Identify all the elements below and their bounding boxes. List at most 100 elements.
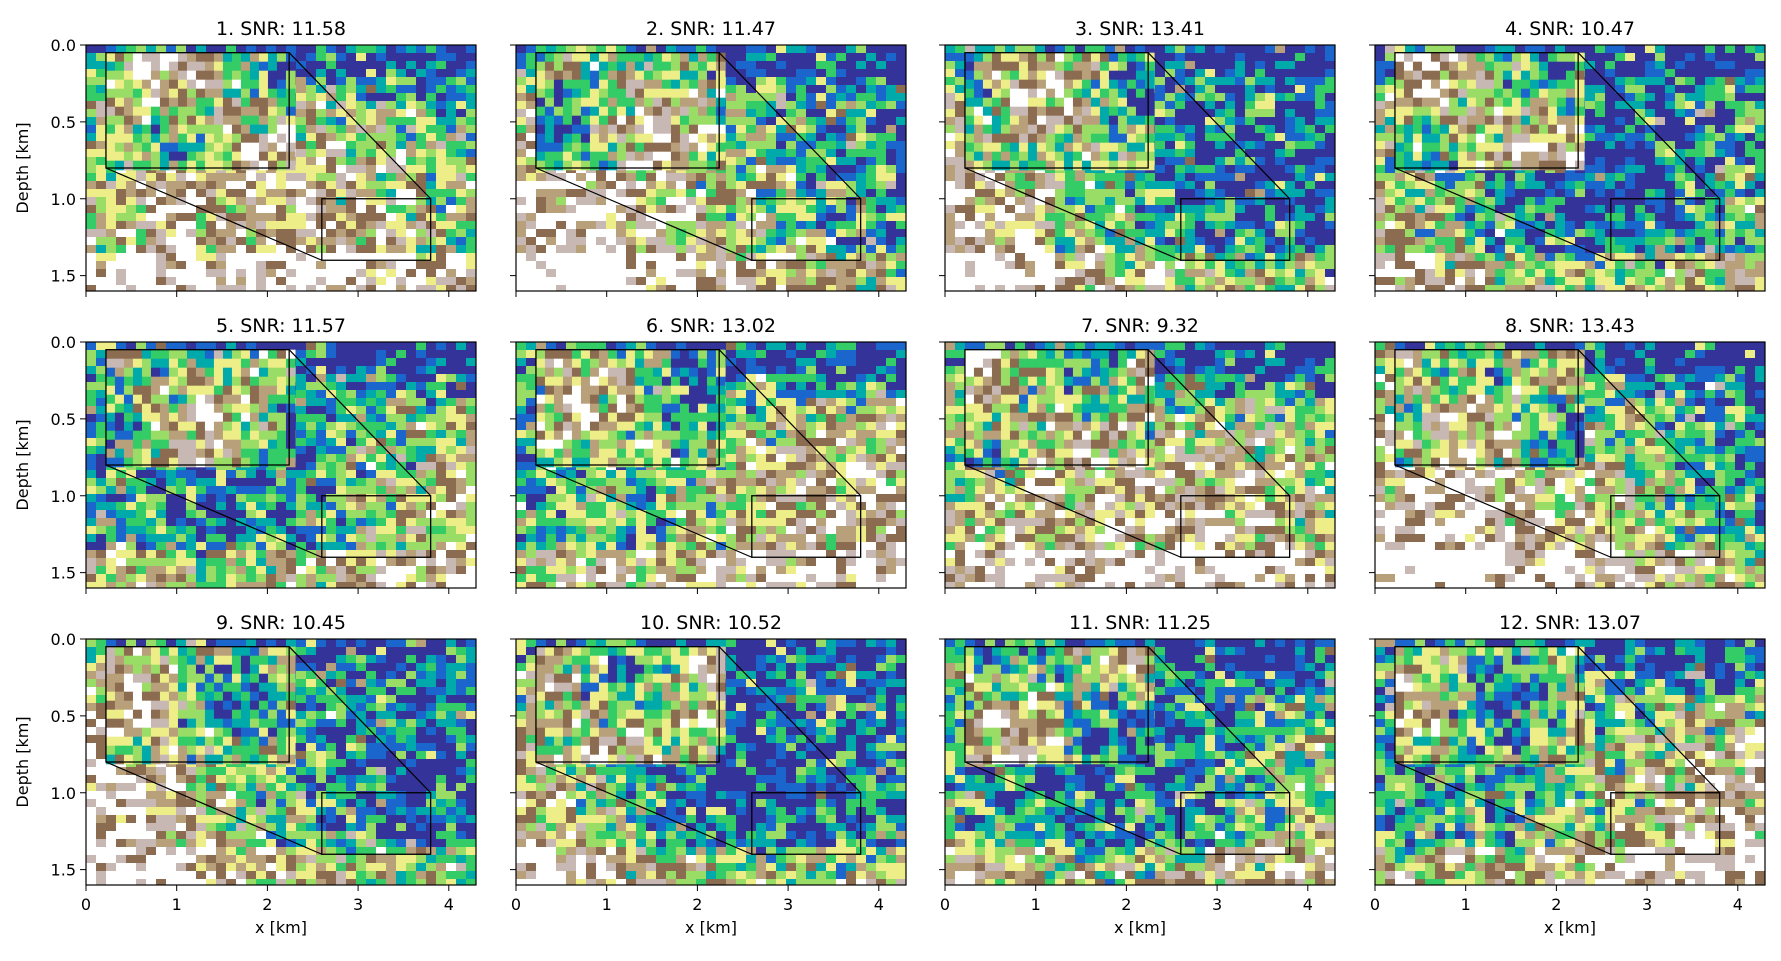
inset-frame xyxy=(964,646,1149,763)
axes-frame xyxy=(1374,638,1766,886)
x-tick-label: 3 xyxy=(1642,895,1652,914)
connector-line xyxy=(1394,464,1612,558)
x-tick-label: 3 xyxy=(353,895,363,914)
inset-zoom xyxy=(1394,52,1585,171)
panel-7: 7. SNR: 9.32 xyxy=(939,315,1336,594)
y-tick-label: 0.5 xyxy=(51,707,76,726)
inset-frame xyxy=(535,349,720,466)
axes-frame xyxy=(515,341,907,589)
axes-frame xyxy=(1374,341,1766,589)
x-tick-label: 2 xyxy=(1551,895,1561,914)
axes-frame xyxy=(515,638,907,886)
panel-title: 7. SNR: 9.32 xyxy=(1081,315,1199,337)
y-tick-label: 0.0 xyxy=(51,36,76,55)
connector-line xyxy=(1577,52,1721,200)
x-tick-label: 0 xyxy=(940,895,950,914)
connector-line xyxy=(1394,167,1612,261)
panel-12: 12. SNR: 13.07 0 1 2 3 4 x [km] xyxy=(1369,612,1766,937)
connector-line xyxy=(105,464,323,558)
panel-title: 11. SNR: 11.25 xyxy=(1069,612,1211,634)
zoom-box xyxy=(751,495,862,558)
connector-line xyxy=(288,349,432,497)
panel-title: 3. SNR: 13.41 xyxy=(1075,18,1205,40)
x-tick-label: 1 xyxy=(1031,895,1041,914)
y-tick-label: 1.5 xyxy=(51,564,76,583)
y-tick-label: 1.0 xyxy=(51,784,76,803)
inset-zoom xyxy=(105,646,296,765)
inset-frame xyxy=(1394,52,1579,169)
x-tick-label: 3 xyxy=(783,895,793,914)
zoom-box xyxy=(1180,792,1291,855)
panel-title: 6. SNR: 13.02 xyxy=(646,315,776,337)
x-tick-label: 0 xyxy=(81,895,91,914)
y-tick-label: 0.5 xyxy=(51,410,76,429)
y-axis-label: Depth [km] xyxy=(13,122,32,213)
x-tick-label: 1 xyxy=(172,895,182,914)
zoom-box xyxy=(1610,792,1721,855)
x-tick-label: 2 xyxy=(692,895,702,914)
panel-10: 10. SNR: 10.52 0 1 2 3 4 x [km] xyxy=(510,612,907,937)
zoom-box xyxy=(1180,495,1291,558)
panel-title: 10. SNR: 10.52 xyxy=(640,612,782,634)
inset-frame xyxy=(535,52,720,169)
panel-3: 3. SNR: 13.41 xyxy=(939,18,1336,297)
panel-title: 12. SNR: 13.07 xyxy=(1499,612,1641,634)
connector-line xyxy=(535,464,753,558)
inset-frame xyxy=(105,52,290,169)
panel-title: 2. SNR: 11.47 xyxy=(646,18,776,40)
zoom-box xyxy=(321,792,432,855)
panel-6: 6. SNR: 13.02 xyxy=(510,315,907,594)
x-tick-label: 4 xyxy=(874,895,884,914)
y-tick-label: 1.5 xyxy=(51,267,76,286)
zoom-box xyxy=(1610,198,1721,261)
x-tick-label: 0 xyxy=(1370,895,1380,914)
connector-line xyxy=(288,52,432,200)
inset-frame xyxy=(105,349,290,466)
panel-11: 11. SNR: 11.25 0 1 2 3 4 x [km] xyxy=(939,612,1336,937)
panel-title: 4. SNR: 10.47 xyxy=(1505,18,1635,40)
connector-line xyxy=(105,167,323,261)
inset-zoom xyxy=(105,349,296,468)
y-tick-label: 0.0 xyxy=(51,630,76,649)
x-tick-label: 4 xyxy=(1303,895,1313,914)
connector-line xyxy=(1577,646,1721,794)
y-tick-label: 1.5 xyxy=(51,861,76,880)
x-tick-label: 2 xyxy=(262,895,272,914)
inset-zoom xyxy=(1394,646,1585,765)
y-tick-label: 1.0 xyxy=(51,190,76,209)
x-axis-label: x [km] xyxy=(685,918,737,937)
panel-1: 1. SNR: 11.58 0.0 0.5 1.0 1.5 Depth [km] xyxy=(13,18,477,297)
x-tick-label: 2 xyxy=(1121,895,1131,914)
connector-line xyxy=(535,167,753,261)
connector-line xyxy=(288,646,432,794)
x-axis-label: x [km] xyxy=(1114,918,1166,937)
inset-zoom xyxy=(105,52,296,171)
inset-frame xyxy=(1394,349,1579,466)
x-axis-label: x [km] xyxy=(255,918,307,937)
connector-line xyxy=(1147,349,1291,497)
connector-line xyxy=(964,464,1182,558)
axes-frame xyxy=(944,341,1336,589)
inset-zoom xyxy=(535,646,726,765)
x-tick-label: 0 xyxy=(511,895,521,914)
x-tick-label: 4 xyxy=(444,895,454,914)
y-tick-label: 1.0 xyxy=(51,487,76,506)
inset-frame xyxy=(1394,646,1579,763)
panel-9: 9. SNR: 10.45 0 1 2 3 4 0.0 0.5 1.0 1.5 x [km] Dept… xyxy=(13,612,477,937)
inset-zoom xyxy=(1394,349,1585,468)
y-tick-label: 0.5 xyxy=(51,113,76,132)
inset-zoom xyxy=(535,349,726,468)
connector-line xyxy=(718,646,862,794)
y-axis-label: Depth [km] xyxy=(13,419,32,510)
x-tick-label: 1 xyxy=(1461,895,1471,914)
inset-zoom xyxy=(964,52,1155,171)
inset-frame xyxy=(535,646,720,763)
axes-frame xyxy=(1374,44,1766,292)
connector-line xyxy=(1577,349,1721,497)
inset-zoom xyxy=(964,646,1155,765)
connector-line xyxy=(535,761,753,855)
x-tick-label: 1 xyxy=(602,895,612,914)
inset-zoom xyxy=(535,52,726,171)
connector-line xyxy=(1147,52,1291,200)
